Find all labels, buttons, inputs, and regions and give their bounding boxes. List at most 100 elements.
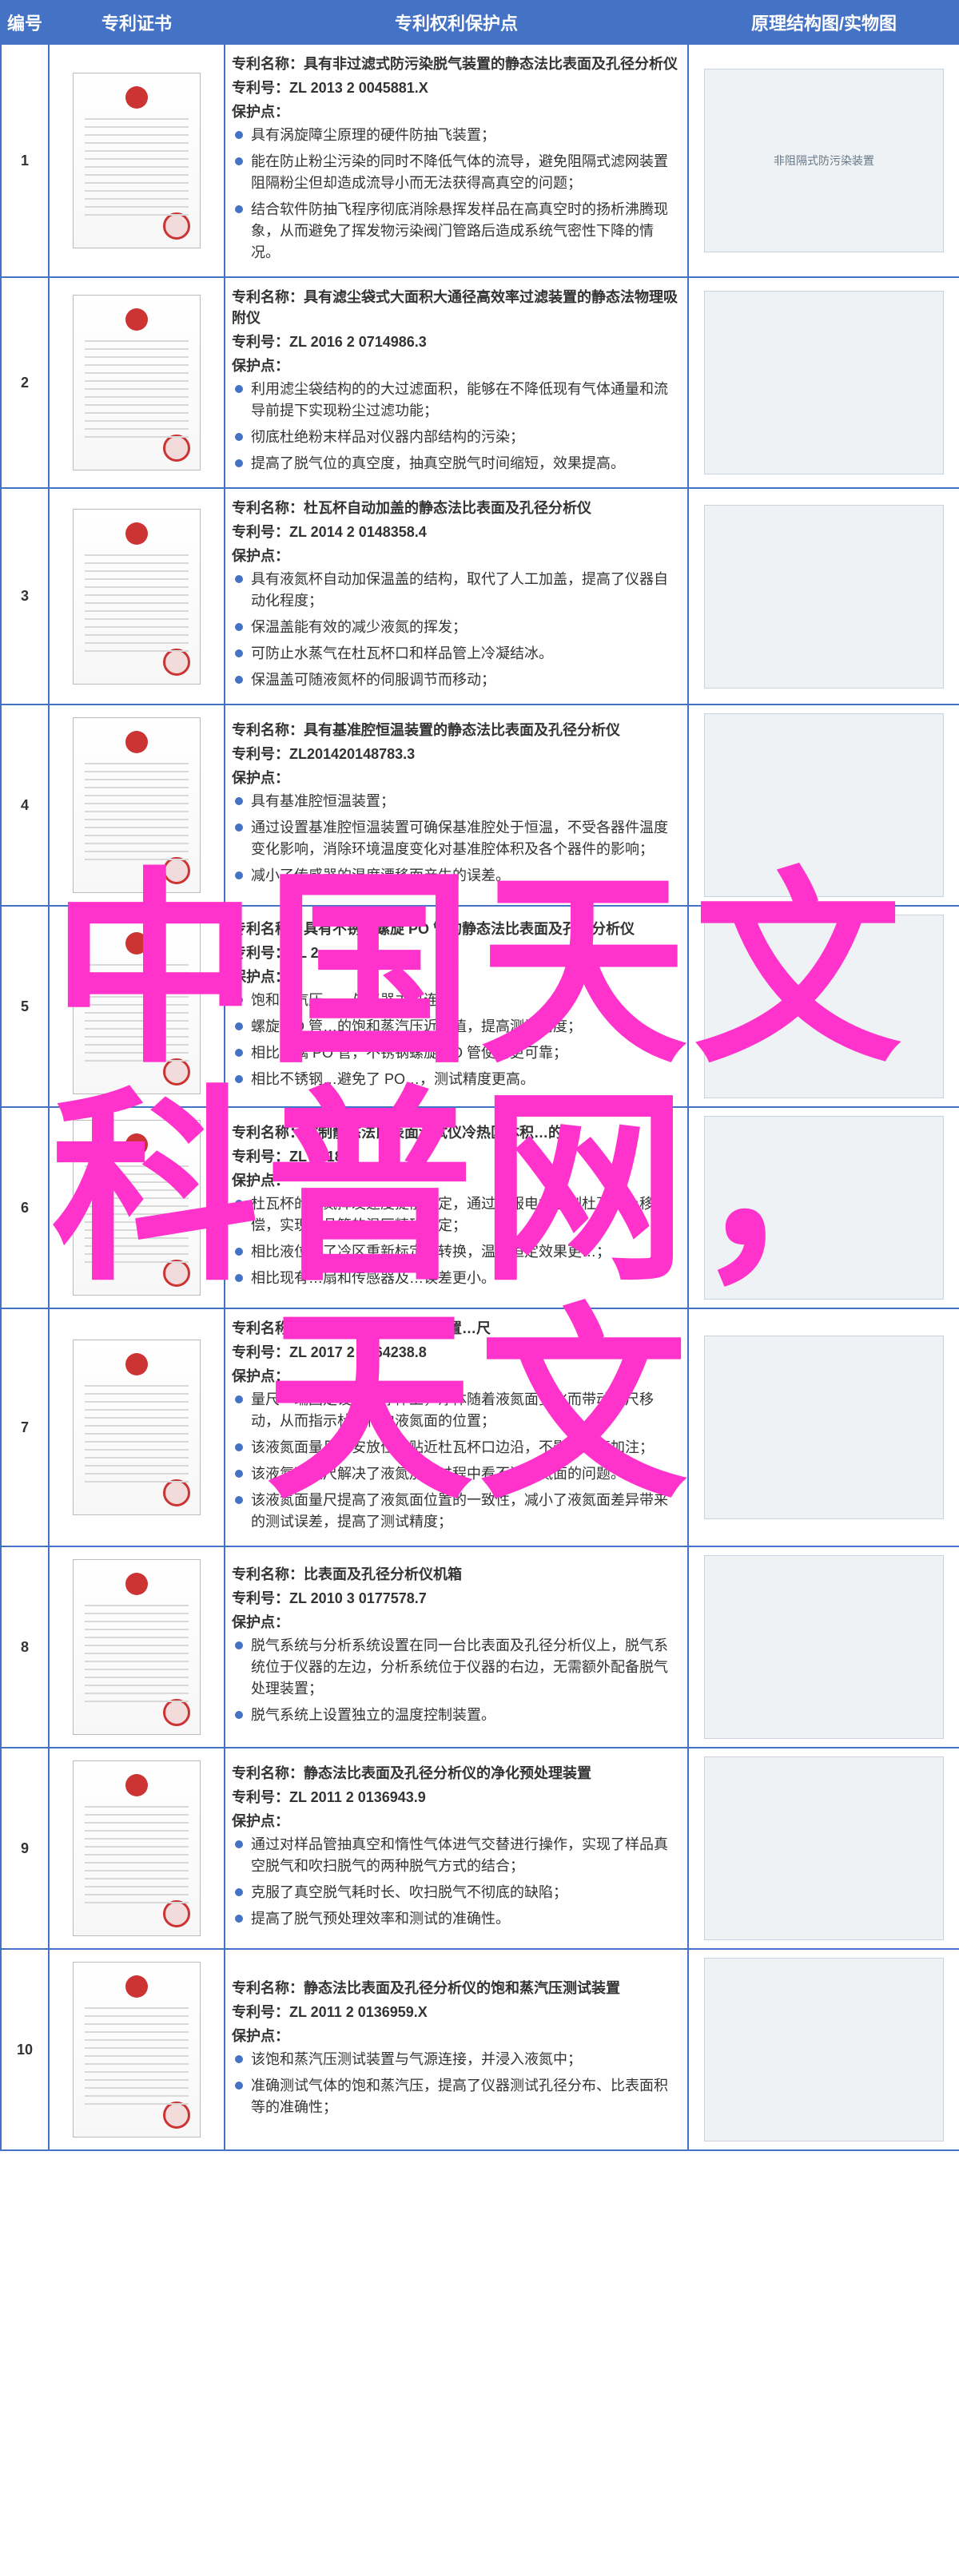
row-number: 4 — [1, 705, 49, 906]
patent-title-value: 控制静态法比表面测试仪冷热区体积…的… — [304, 1125, 577, 1141]
protect-points-list: 量尺一端固定设置在浮体上，浮体随着液氮面变化而带动量尺移动，从而指示杜瓦杯中液氮… — [232, 1389, 681, 1533]
protect-point: 脱气系统上设置独立的温度控制装置。 — [232, 1705, 681, 1726]
table-row: 2专利名称：具有滤尘袋式大面积大通径高效率过滤装置的静态法物理吸附仪专利号：ZL… — [1, 277, 959, 488]
patent-title-value: 具有基准腔恒温装置的静态法比表面及孔径分析仪 — [304, 722, 620, 738]
protect-point: 具有液氮杯自动加保温盖的结构，取代了人工加盖，提高了仪器自动化程度； — [232, 569, 681, 612]
image-cell — [688, 906, 959, 1107]
protect-points-label: 保护点： — [232, 2025, 681, 2046]
schematic-diagram — [704, 713, 944, 897]
patent-title-prefix: 专利名称： — [232, 921, 304, 937]
row-number: 3 — [1, 488, 49, 705]
protect-point: 饱和蒸汽压…，与仪器主机连…； — [232, 990, 681, 1011]
table-row: 4专利名称：具有基准腔恒温装置的静态法比表面及孔径分析仪专利号：ZL201420… — [1, 705, 959, 906]
patent-number-value: ZL 2018… — [289, 1149, 357, 1165]
protect-point: 提高了脱气位的真空度，抽真空脱气时间缩短，效果提高。 — [232, 453, 681, 474]
instrument-image: 非阻隔式防污染装置 — [704, 69, 944, 252]
instrument-image — [704, 1555, 944, 1739]
patent-title-value: 静态法比表面及孔径分析仪的净化预处理装置 — [304, 1765, 591, 1781]
header-content: 专利权利保护点 — [225, 1, 688, 44]
patent-number-value: ZL 2014 2 0148358.4 — [289, 524, 427, 540]
row-number: 5 — [1, 906, 49, 1107]
header-row: 编号 专利证书 专利权利保护点 原理结构图/实物图 — [1, 1, 959, 44]
protect-point: 通过设置基准腔恒温装置可确保基准腔处于恒温，不受各器件温度变化影响，消除环境温度… — [232, 817, 681, 860]
certificate-cell — [49, 488, 225, 705]
protect-points-label: 保护点： — [232, 355, 681, 375]
certificate-image — [73, 919, 201, 1094]
certificate-image — [73, 509, 201, 685]
certificate-seal-icon — [163, 1900, 190, 1927]
row-number: 1 — [1, 44, 49, 277]
certificate-cell — [49, 1748, 225, 1949]
protect-points-list: 利用滤尘袋结构的的大过滤面积，能够在不降低现有气体通量和流导前提下实现粉尘过滤功… — [232, 379, 681, 474]
patent-number: 专利号：ZL 2011 2 0136943.9 — [232, 1786, 681, 1807]
certificate-seal-icon — [163, 1260, 190, 1287]
protect-point: 该液氮面量尺解决了液氮加注过程中看不清液氮面的问题。 — [232, 1463, 681, 1485]
row-number: 7 — [1, 1308, 49, 1546]
table-row: 8专利名称：比表面及孔径分析仪机箱专利号：ZL 2010 3 0177578.7… — [1, 1546, 959, 1748]
content-cell: 专利名称：具有基准腔恒温装置的静态法比表面及孔径分析仪专利号：ZL2014201… — [225, 705, 688, 906]
patent-title: 专利名称：…液氮杯内部液氮面位置…尺 — [232, 1317, 681, 1338]
instrument-photo — [704, 915, 944, 1098]
schematic-diagram — [704, 1958, 944, 2141]
patent-title: 专利名称：控制静态法比表面测试仪冷热区体积…的… — [232, 1121, 681, 1142]
certificate-seal-icon — [163, 857, 190, 884]
certificate-cell — [49, 1546, 225, 1748]
protect-point: 可防止水蒸气在杜瓦杯口和样品管上冷凝结冰。 — [232, 643, 681, 665]
certificate-seal-icon — [163, 435, 190, 462]
protect-points-list: 通过对样品管抽真空和惰性气体进气交替进行操作，实现了样品真空脱气和吹扫脱气的两种… — [232, 1834, 681, 1930]
patent-title: 专利名称：比表面及孔径分析仪机箱 — [232, 1563, 681, 1584]
protect-point: 利用滤尘袋结构的的大过滤面积，能够在不降低现有气体通量和流导前提下实现粉尘过滤功… — [232, 379, 681, 422]
patent-title: 专利名称：具有基准腔恒温装置的静态法比表面及孔径分析仪 — [232, 719, 681, 740]
patent-title-prefix: 专利名称： — [232, 1980, 304, 1996]
protect-point: 克服了真空脱气耗时长、吹扫脱气不彻底的缺陷； — [232, 1882, 681, 1903]
instrument-image — [704, 505, 944, 689]
protect-points-label: 保护点： — [232, 1169, 681, 1190]
patent-title-prefix: 专利名称： — [232, 1566, 304, 1582]
patent-number: 专利号：ZL 2011 2 0136959.X — [232, 2001, 681, 2022]
patent-title-value: 具有非过滤式防污染脱气装置的静态法比表面及孔径分析仪 — [304, 56, 678, 72]
protect-point: 减小了传感器的温度漂移而产生的误差。 — [232, 865, 681, 887]
patent-number-value: ZL 2011 2 0136943.9 — [289, 1789, 426, 1805]
patent-title-prefix: 专利名称： — [232, 56, 304, 72]
patent-title: 专利名称：静态法比表面及孔径分析仪的饱和蒸汽压测试装置 — [232, 1977, 681, 1998]
certificate-cell — [49, 44, 225, 277]
protect-point: 该液氮面量尺的安放位置贴近杜瓦杯口边沿，不影响液氮加注； — [232, 1437, 681, 1459]
protect-points-label: 保护点： — [232, 966, 681, 986]
patent-title-value: 杜瓦杯自动加盖的静态法比表面及孔径分析仪 — [304, 500, 591, 516]
protect-points-label: 保护点： — [232, 101, 681, 121]
patent-number-value: ZL 2013 2 0045881.X — [289, 80, 428, 96]
certificate-seal-icon — [163, 1058, 190, 1086]
protect-point: 具有基准腔恒温装置； — [232, 791, 681, 812]
protect-points-list: 饱和蒸汽压…，与仪器主机连…；螺旋 PO 管…的饱和蒸汽压近实值，提高测试精度；… — [232, 990, 681, 1090]
patent-number-prefix: 专利号： — [232, 746, 289, 762]
table-row: 3专利名称：杜瓦杯自动加盖的静态法比表面及孔径分析仪专利号：ZL 2014 2 … — [1, 488, 959, 705]
patent-number: 专利号：ZL 2017 2 0864238.8 — [232, 1341, 681, 1362]
certificate-seal-icon — [163, 212, 190, 240]
image-cell — [688, 1546, 959, 1748]
certificate-seal-icon — [163, 1479, 190, 1506]
content-cell: 专利名称：…液氮杯内部液氮面位置…尺专利号：ZL 2017 2 0864238.… — [225, 1308, 688, 1546]
protect-point: 具有涡旋障尘原理的硬件防抽飞装置； — [232, 125, 681, 146]
table-row: 7 专利名称：…液氮杯内部液氮面位置…尺专利号：ZL 2017 2 0864238… — [1, 1308, 959, 1546]
image-cell — [688, 488, 959, 705]
instrument-photo — [704, 291, 944, 474]
image-cell — [688, 1308, 959, 1546]
content-cell: 专利名称：比表面及孔径分析仪机箱专利号：ZL 2010 3 0177578.7保… — [225, 1546, 688, 1748]
patent-title-prefix: 专利名称： — [232, 1765, 304, 1781]
patent-number-prefix: 专利号： — [232, 80, 289, 96]
content-cell: 专利名称：具有滤尘袋式大面积大通径高效率过滤装置的静态法物理吸附仪专利号：ZL … — [225, 277, 688, 488]
table-row: 9专利名称：静态法比表面及孔径分析仪的净化预处理装置专利号：ZL 2011 2 … — [1, 1748, 959, 1949]
patent-table: 编号 专利证书 专利权利保护点 原理结构图/实物图 1专利名称：具有非过滤式防污… — [0, 0, 959, 2151]
patent-number: 专利号：ZL 2018… — [232, 1145, 681, 1166]
image-cell — [688, 1107, 959, 1308]
table-row: 5专利名称：具有不锈钢螺旋 PO 管的静态法比表面及孔径分析仪专利号：ZL 2…… — [1, 906, 959, 1107]
certificate-image — [73, 295, 201, 470]
patent-number-value: ZL 2… — [289, 945, 333, 961]
patent-number-prefix: 专利号： — [232, 1789, 289, 1805]
certificate-image — [73, 1962, 201, 2137]
table-row: 10专利名称：静态法比表面及孔径分析仪的饱和蒸汽压测试装置专利号：ZL 2011… — [1, 1949, 959, 2150]
protect-point: 相比不锈钢…避免了 PO…，测试精度更高。 — [232, 1069, 681, 1090]
protect-point: 提高了脱气预处理效率和测试的准确性。 — [232, 1908, 681, 1930]
patent-title: 专利名称：杜瓦杯自动加盖的静态法比表面及孔径分析仪 — [232, 497, 681, 518]
patent-number-prefix: 专利号： — [232, 1149, 289, 1165]
